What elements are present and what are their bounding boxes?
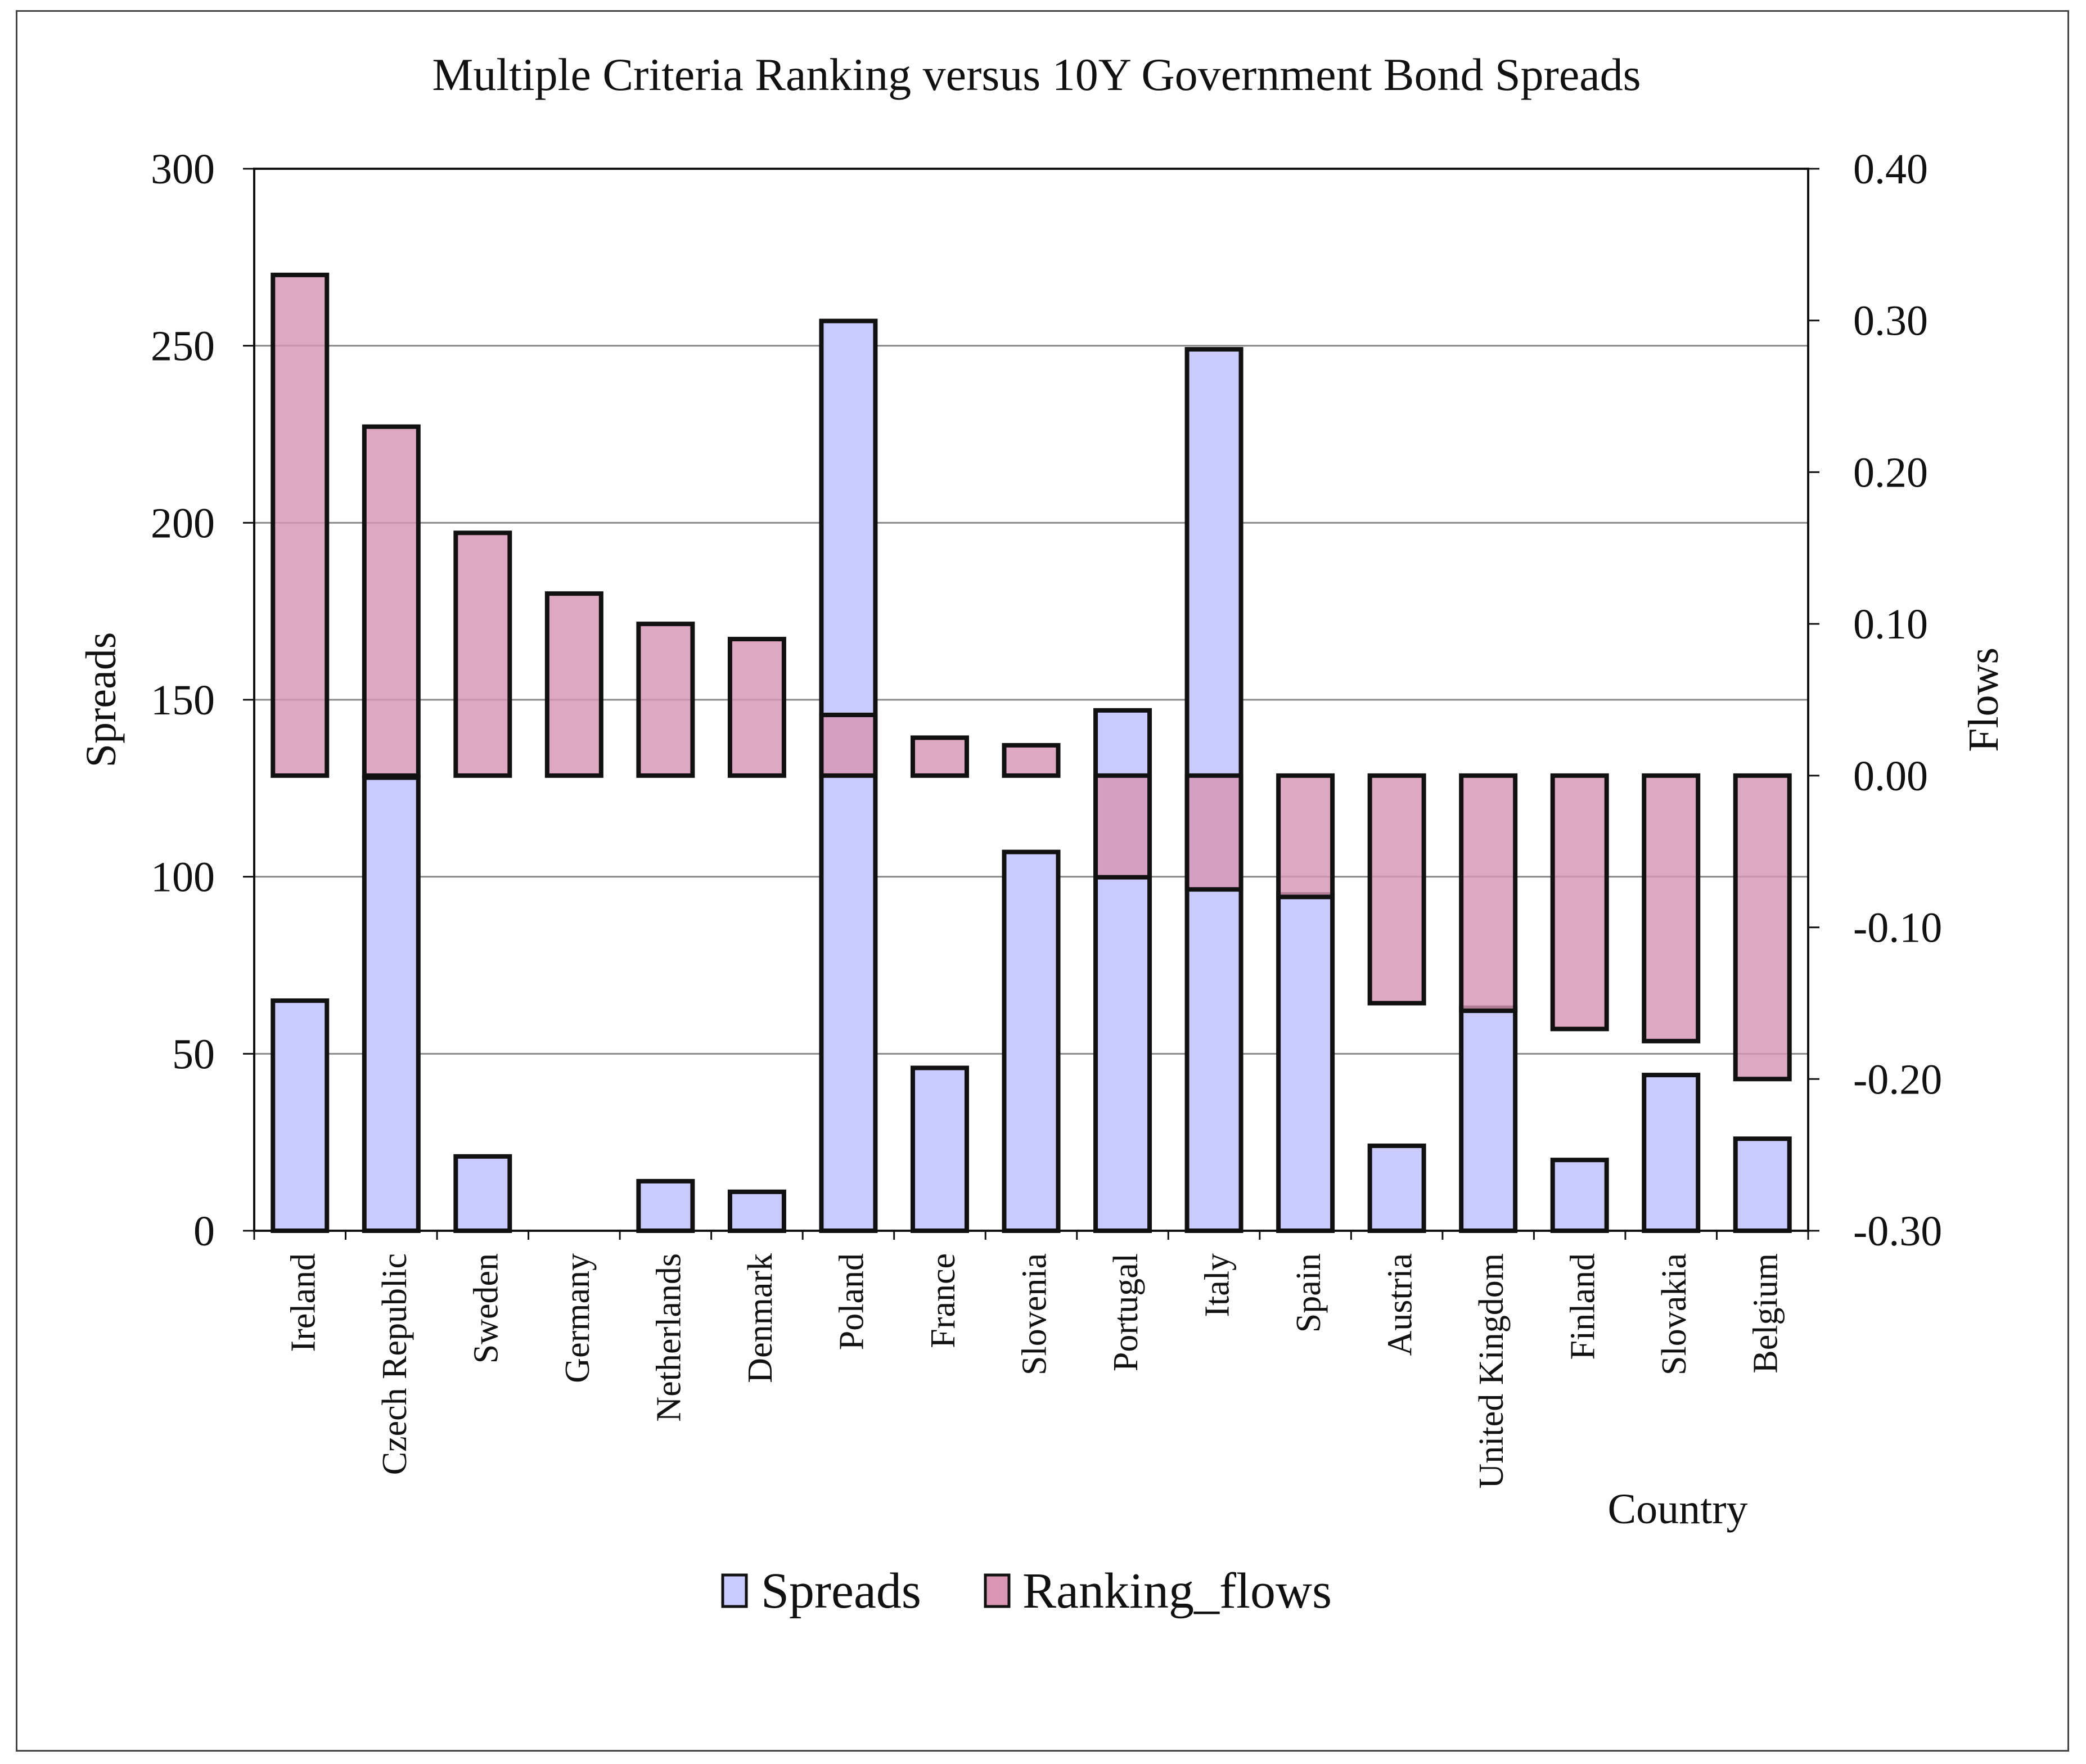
x-tick-label: Spain [1290,1253,1328,1333]
y-tick-label: 250 [151,323,215,370]
x-tick-label: Sweden [467,1253,505,1364]
ranking-flows-bar-germany [544,591,603,778]
ranking-flows-bar-slovakia [1642,773,1701,1043]
x-tick-label: Germany [558,1253,597,1383]
y-tick-label: 100 [151,854,215,901]
ranking-flows-bar-netherlands [636,622,695,778]
x-tick-label: Slovenia [1016,1253,1054,1375]
y-tick-label: 200 [151,500,215,547]
x-tick-label: Czech Republic [376,1253,414,1475]
ranking-flows-bar-denmark [727,637,786,778]
spreads-bar-ireland [271,998,330,1234]
y-tick-label: 150 [151,677,215,724]
y-axis-title: Spreads [78,632,125,768]
spreads-bar-denmark [727,1189,786,1234]
spreads-bar-united-kingdom [1459,1005,1518,1234]
x-tick-label: Poland [832,1253,871,1350]
ranking-flows-bar-sweden [453,530,512,778]
spreads-bar-czech-republic [362,775,421,1234]
chart-title: Multiple Criteria Ranking versus 10Y Gov… [432,49,1641,100]
spreads-bar-sweden [453,1154,512,1234]
ranking-flows-bar-italy [1184,773,1244,892]
y-tick-label: 300 [151,146,215,193]
spreads-bar-slovenia [1002,849,1061,1233]
y2-tick-label: 0.30 [1853,298,1928,345]
ranking-flows-bar-finland [1550,773,1609,1032]
y2-tick-label: -0.30 [1853,1208,1942,1255]
ranking-flows-bar-ireland [271,272,330,778]
ranking-flows-bar-france [910,735,969,778]
x-axis-title: Country [1607,1486,1747,1533]
legend-swatch-spreads [721,1573,748,1608]
x-tick-label: Finland [1564,1253,1602,1360]
x-tick-label: Austria [1381,1253,1420,1356]
x-tick-label: Portugal [1107,1253,1145,1371]
legend-label-spreads: Spreads [761,1563,921,1619]
legend-swatch-ranking-flows [984,1573,1011,1608]
ranking-flows-bar-poland [819,712,878,778]
x-tick-label: Belgium [1747,1253,1785,1374]
axes: 0 50 100 150 200 250 300 -0.30 -0.20 -0.10 0.00 0.1… [151,146,1942,1488]
x-tick-label: France [924,1253,962,1348]
y2-tick-label: 0.00 [1853,753,1928,800]
bars [271,272,1792,1234]
legend-label-ranking-flows: Ranking_flows [1022,1563,1332,1619]
spreads-bar-netherlands [636,1178,695,1233]
x-tick-label: Ireland [284,1253,322,1352]
ranking-flows-bar-belgium [1733,773,1792,1082]
y2-axis-title: Flows [1960,647,2007,752]
ranking-flows-bar-spain [1276,773,1335,899]
legend: Spreads Ranking_flows [721,1563,1332,1619]
spreads-bar-finland [1550,1158,1609,1233]
x-tick-label: Netherlands [650,1253,688,1422]
spreads-bar-slovakia [1642,1073,1701,1234]
spreads-bar-spain [1276,892,1335,1233]
ranking-flows-bar-portugal [1093,773,1152,880]
y2-tick-label: 0.40 [1853,146,1928,193]
y-tick-label: 50 [172,1030,215,1078]
x-tick-label: Italy [1199,1253,1237,1317]
x-tick-label: Slovakia [1655,1253,1693,1375]
x-tick-label: United Kingdom [1472,1253,1511,1488]
y2-tick-label: 0.20 [1853,449,1928,496]
spreads-bar-austria [1367,1143,1426,1233]
y2-tick-label: 0.10 [1853,601,1928,648]
ranking-flows-bar-czech-republic [362,424,421,778]
y-tick-label: 0 [193,1208,215,1255]
y2-tick-label: -0.20 [1853,1056,1942,1103]
ranking-flows-bar-austria [1367,773,1426,1006]
spreads-bar-belgium [1733,1136,1792,1233]
spreads-bar-france [910,1065,969,1234]
ranking-flows-bar-slovenia [1002,742,1061,778]
y2-tick-label: -0.10 [1853,904,1942,952]
x-tick-label: Denmark [741,1253,780,1383]
ranking-flows-bar-united-kingdom [1459,773,1518,1013]
